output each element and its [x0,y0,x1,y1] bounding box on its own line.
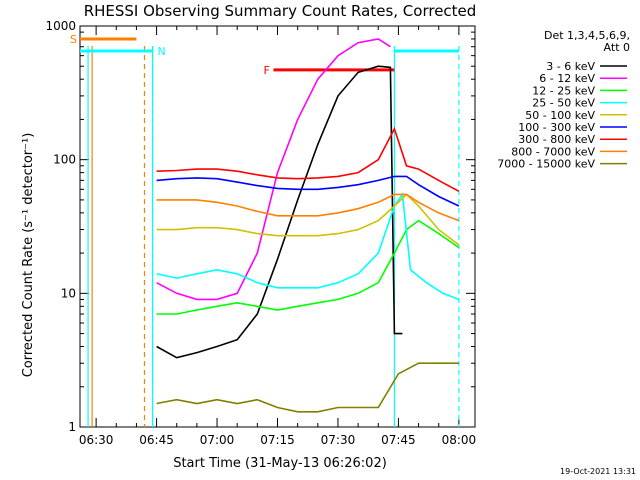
legend-label: 100 - 300 keV [518,121,595,134]
x-tick-label: 07:00 [200,433,235,447]
chart-title: RHESSI Observing Summary Count Rates, Co… [84,2,477,20]
legend-label: 3 - 6 keV [546,60,595,73]
y-tick-label: 10 [61,286,76,300]
x-tick-label: 08:00 [442,433,477,447]
plot-frame [79,25,476,428]
series-line [156,219,460,315]
y-tick-label: 1 [68,420,76,434]
series-line [156,175,460,207]
series-line [156,126,460,193]
series-line [156,192,460,301]
x-tick-label: 07:45 [381,433,416,447]
legend-label: 800 - 7000 keV [511,145,595,158]
legend-label: 300 - 800 keV [518,133,595,146]
series-line [156,193,460,246]
series-line [156,38,391,301]
interval-label: F [263,64,269,77]
attenuator-info: Att 0 [604,41,630,54]
legend-label: 6 - 12 keV [539,72,595,85]
plot-area: 1 10 100 1000 06:30 06:45 07:00 07:15 07:30 07:45… [45,19,476,447]
legend-label: 7000 - 15000 keV [497,158,595,171]
series-line [156,65,403,359]
legend-label: 25 - 50 keV [532,97,595,110]
y-tick-label: 1000 [45,19,76,33]
series-line [156,362,459,413]
x-axis-label: Start Time (31-May-13 06:26:02) [173,456,387,471]
legend-label: 50 - 100 keV [525,109,595,122]
interval-label: S [70,33,77,46]
timestamp-stamp: 19-Oct-2021 13:31 [560,467,636,476]
y-tick-label: 100 [53,153,76,167]
x-tick-label: 06:45 [139,433,174,447]
x-tick-label: 07:15 [260,433,295,447]
y-axis-label: Corrected Count Rate (s⁻¹ detector⁻¹) [21,133,36,378]
series-line [156,193,460,222]
x-tick-label: 07:30 [321,433,356,447]
legend-label: 12 - 25 keV [532,84,595,97]
interval-label: N [158,45,166,58]
detector-info: Det 1,3,4,5,6,9, [544,29,630,42]
x-tick-label: 06:30 [79,433,114,447]
